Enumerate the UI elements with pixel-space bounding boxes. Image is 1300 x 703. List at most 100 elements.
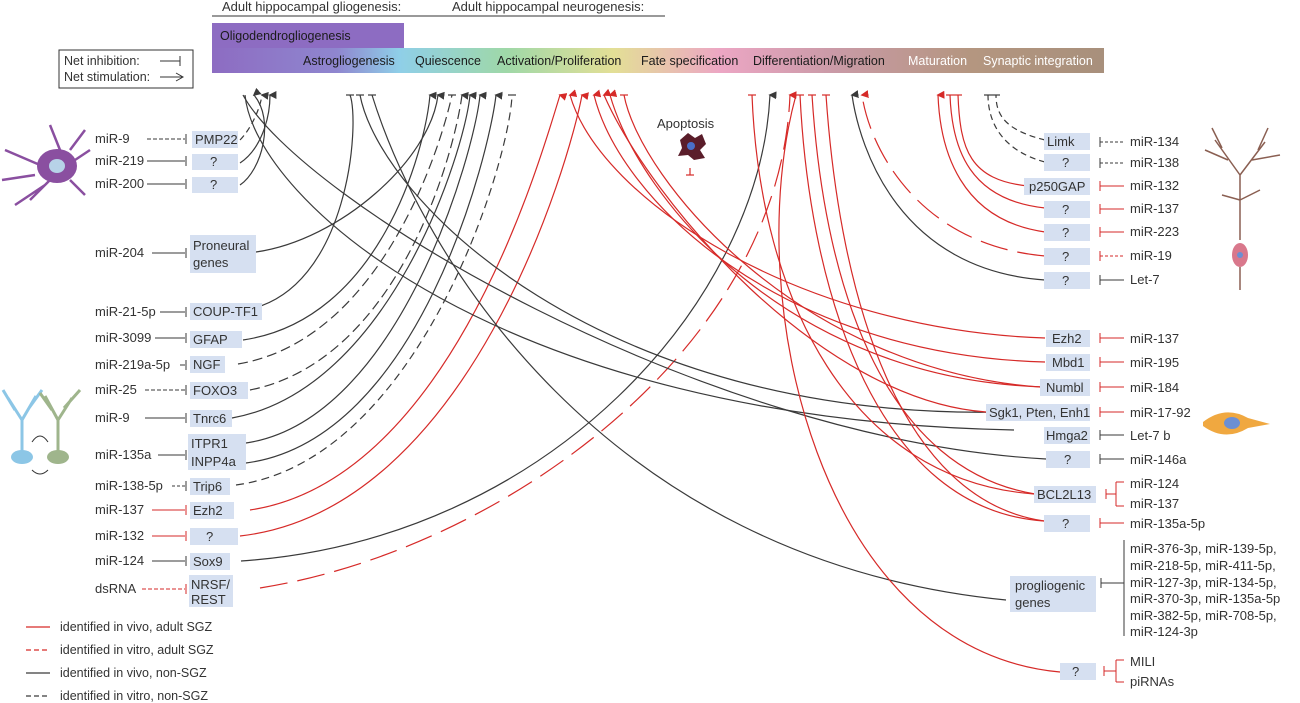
right-mirna: miR-146a [1130, 452, 1187, 467]
stage-headers: Adult hippocampal gliogenesis: Adult hip… [212, 0, 665, 17]
left-mirna: miR-9 [95, 410, 130, 425]
right-row: Sgk1, Pten, Enh1 miR-17-92 [986, 404, 1191, 421]
left-target: Ezh2 [193, 503, 223, 518]
right-mirna: miR-17-92 [1130, 405, 1191, 420]
left-mirna: miR-204 [95, 245, 144, 260]
right-target: Limk [1047, 134, 1075, 149]
apoptotic-cell-image [678, 133, 706, 160]
left-mirna: miR-25 [95, 382, 137, 397]
right-mirna: miR-137 [1130, 331, 1179, 346]
right-row: BCL2L13 miR-124 miR-137 [1034, 476, 1179, 511]
progliogenic-mirna: miR-124-3p [1130, 624, 1198, 639]
left-row: dsRNA NRSF/ REST [95, 575, 233, 607]
left-mirna: miR-21-5p [95, 304, 156, 319]
right-mirna: miR-137 [1130, 201, 1179, 216]
right-mirna: MILI [1130, 654, 1155, 669]
right-target: Numbl [1046, 380, 1084, 395]
right-target: Hmga2 [1046, 428, 1088, 443]
fate-label: Fate specification [641, 54, 738, 68]
right-mirna: miR-138 [1130, 155, 1179, 170]
left-mirna: miR-138-5p [95, 478, 163, 493]
right-target: Ezh2 [1052, 331, 1082, 346]
left-target: Proneural [193, 238, 249, 253]
left-row: miR-3099 GFAP [95, 330, 242, 348]
left-target: COUP-TF1 [193, 304, 258, 319]
left-row: miR-219 ? [95, 153, 238, 170]
progliogenic-mirna: miR-376-3p, miR-139-5p, [1130, 541, 1277, 556]
activation-label: Activation/Proliferation [497, 54, 621, 68]
right-target: BCL2L13 [1037, 487, 1091, 502]
left-mirna: miR-219 [95, 153, 144, 168]
left-row: miR-137 Ezh2 [95, 502, 234, 519]
left-target: ? [210, 154, 217, 169]
left-row: miR-9 Tnrc6 [95, 410, 232, 427]
right-target: ? [1062, 202, 1069, 217]
right-target: ? [1062, 273, 1069, 288]
right-mirna: miR-132 [1130, 178, 1179, 193]
left-target: FOXO3 [193, 383, 237, 398]
right-target: ? [1062, 516, 1069, 531]
left-mirna: miR-9 [95, 131, 130, 146]
progliogenic-mirna: miR-382-5p, miR-708-5p, [1130, 608, 1277, 623]
legend-item: identified in vitro, non-SGZ [26, 689, 208, 703]
net-effect-legend: Net inhibition: Net stimulation: [58, 49, 194, 89]
right-target: Mbd1 [1052, 355, 1085, 370]
right-target: ? [1062, 225, 1069, 240]
astrocyte-neuron-image [1, 389, 82, 475]
right-mirna: miR-195 [1130, 355, 1179, 370]
left-target-line2: REST [191, 592, 226, 607]
right-row: ? miR-146a [1046, 451, 1187, 468]
left-row: miR-9 PMP22 [95, 131, 238, 148]
right-mirna: Let-7 [1130, 272, 1160, 287]
mature-neuron-image [1204, 127, 1281, 290]
right-target: ? [1072, 664, 1079, 679]
migrating-neuroblast-image [1203, 412, 1270, 435]
right-mirna: miR-19 [1130, 248, 1172, 263]
oligodendrogliogenesis-label: Oligodendrogliogenesis [220, 29, 351, 43]
right-mirna-2: miR-137 [1130, 496, 1179, 511]
left-row: miR-132 ? [95, 528, 238, 545]
gliogenesis-header: Adult hippocampal gliogenesis: [222, 0, 401, 14]
legend-item: identified in vivo, adult SGZ [26, 620, 213, 634]
right-mirna: miR-135a-5p [1130, 516, 1205, 531]
left-row: miR-204 Proneural genes [95, 235, 256, 273]
left-mirna: miR-219a-5p [95, 357, 170, 372]
right-target: ? [1062, 249, 1069, 264]
right-regulation-list: Limk miR-134 ? miR-138 p250GAP miR-132 ?… [986, 133, 1280, 689]
left-mirna: miR-132 [95, 528, 144, 543]
right-row: Limk miR-134 [1044, 133, 1179, 150]
apoptosis-label: Apoptosis [657, 116, 715, 131]
progliogenic-mirna: miR-370-3p, miR-135a-5p [1130, 591, 1280, 606]
left-target: NGF [193, 357, 221, 372]
stage-bar: Oligodendrogliogenesis Astrogliogenesis … [212, 23, 1104, 73]
progliogenic-mirna: miR-127-3p, miR-134-5p, [1130, 575, 1277, 590]
progliogenic-mirna: miR-218-5p, miR-411-5p, [1130, 558, 1276, 573]
left-row: miR-135a ITPR1 INPP4a [95, 434, 246, 470]
astrogliogenesis-label: Astrogliogenesis [303, 54, 395, 68]
right-row: ? miR-138 [1044, 154, 1179, 171]
left-mirna: miR-135a [95, 447, 152, 462]
left-mirna: miR-3099 [95, 330, 151, 345]
connection-curves [231, 87, 1061, 673]
left-target: ? [210, 177, 217, 192]
left-target: ? [206, 529, 213, 544]
right-row: ? miR-137 [1044, 201, 1179, 218]
right-mirna-2: piRNAs [1130, 674, 1175, 689]
legend-label: identified in vivo, adult SGZ [60, 620, 213, 634]
left-target: ITPR1 [191, 436, 228, 451]
right-row: Ezh2 miR-137 [1046, 330, 1179, 347]
net-inhibition-label: Net inhibition: [64, 54, 140, 68]
synaptic-label: Synaptic integration [983, 54, 1093, 68]
right-mirna: miR-124 [1130, 476, 1179, 491]
neurogenesis-header: Adult hippocampal neurogenesis: [452, 0, 644, 14]
oligodendrocyte-image [1, 124, 91, 207]
right-mirna: miR-184 [1130, 380, 1179, 395]
legend-label: identified in vitro, non-SGZ [60, 689, 208, 703]
right-target-line2: genes [1015, 595, 1051, 610]
right-target: ? [1062, 155, 1069, 170]
left-target: PMP22 [195, 132, 238, 147]
line-type-legend: identified in vivo, adult SGZ identified… [26, 620, 214, 703]
right-row: ? MILI piRNAs [1060, 654, 1175, 689]
legend-item: identified in vivo, non-SGZ [26, 666, 207, 680]
left-target: Trip6 [193, 479, 222, 494]
